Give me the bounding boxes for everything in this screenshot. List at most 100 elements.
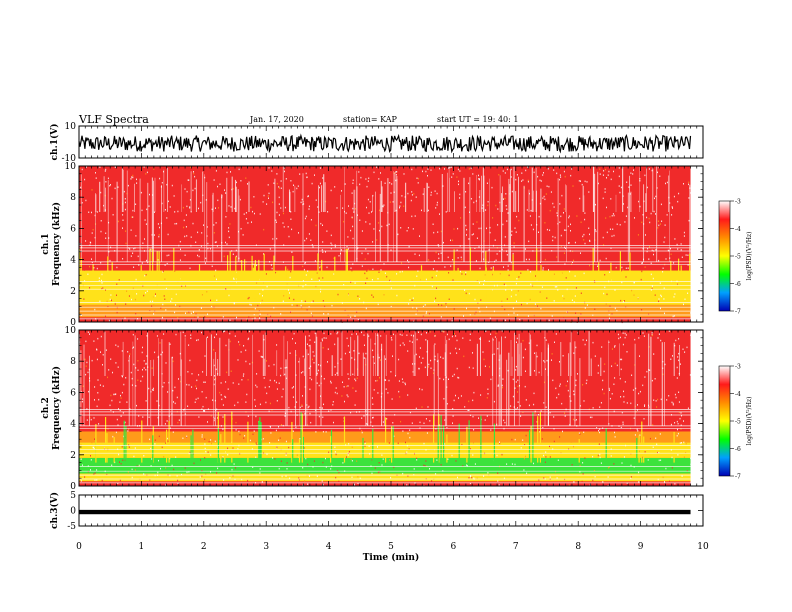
noise-dot: [163, 456, 165, 458]
noise-dot: [371, 294, 373, 296]
noise-dot: [497, 480, 499, 482]
noise-dot: [610, 455, 612, 457]
noise-dot: [269, 442, 271, 444]
colorbar-label: log(PSD)(V²/Hz): [746, 397, 753, 446]
noise-dot: [498, 174, 500, 176]
noise-dot: [506, 254, 508, 256]
noise-dot: [502, 378, 504, 380]
y-tick-label: 2: [70, 287, 76, 297]
noise-dot: [456, 339, 458, 342]
noise-dot: [341, 190, 342, 192]
noise-dot: [159, 226, 160, 229]
noise-dot: [142, 369, 143, 371]
y-tick-label: 0: [70, 318, 76, 328]
noise-dot: [548, 319, 550, 322]
noise-dot: [438, 253, 440, 255]
x-tick-label: 2: [201, 542, 207, 552]
noise-dot: [361, 331, 362, 334]
noise-dot: [567, 225, 569, 228]
noise-dot: [185, 312, 186, 314]
noise-dot: [426, 311, 428, 313]
noise-dot: [583, 233, 585, 236]
noise-dot: [649, 369, 651, 371]
noise-dot: [273, 363, 275, 366]
noise-dot: [575, 379, 577, 382]
noise-dot: [581, 183, 583, 186]
noise-dot: [334, 391, 336, 394]
noise-dot: [204, 315, 206, 318]
x-tick-label: 6: [451, 542, 457, 552]
noise-dot: [611, 215, 613, 217]
y-axis-label: Frequency (kHz): [51, 366, 62, 450]
noise-dot: [328, 410, 330, 412]
plot-title: VLF Spectra: [79, 113, 149, 126]
noise-dot: [81, 202, 83, 204]
noise-dot: [346, 394, 348, 396]
noise-dot: [142, 285, 144, 287]
noise-dot: [240, 228, 242, 230]
noise-dot: [185, 226, 187, 228]
noise-dot: [479, 310, 481, 313]
noise-dot: [440, 252, 442, 254]
noise-dot: [282, 222, 284, 224]
noise-dot: [227, 447, 229, 449]
noise-dot: [630, 184, 632, 186]
noise-dot: [390, 192, 392, 194]
noise-dot: [305, 457, 307, 460]
noise-dot: [86, 361, 88, 364]
noise-dot: [671, 467, 673, 469]
noise-dot: [399, 333, 401, 336]
noise-dot: [283, 212, 284, 215]
noise-dot: [597, 364, 599, 367]
noise-dot: [146, 290, 148, 292]
noise-dot: [609, 317, 610, 320]
noise-dot: [201, 294, 203, 296]
noise-dot: [225, 344, 227, 347]
noise-dot: [571, 299, 573, 301]
noise-dot: [460, 256, 462, 259]
noise-dot: [395, 209, 397, 212]
noise-dot: [409, 340, 411, 342]
noise-dot: [441, 330, 443, 332]
noise-dot: [278, 187, 280, 189]
noise-dot: [274, 379, 276, 382]
noise-dot: [584, 457, 586, 459]
noise-dot: [668, 330, 670, 332]
noise-dot: [651, 332, 653, 334]
noise-dot: [273, 182, 275, 184]
noise-dot: [557, 459, 559, 461]
noise-dot: [687, 407, 689, 409]
noise-dot: [478, 196, 480, 198]
noise-dot: [658, 224, 660, 227]
noise-dot: [101, 279, 102, 282]
noise-dot: [130, 255, 132, 257]
noise-dot: [418, 367, 420, 370]
noise-dot: [637, 234, 639, 236]
noise-dot: [422, 357, 424, 359]
noise-dot: [100, 191, 102, 194]
noise-dot: [552, 202, 554, 205]
noise-dot: [250, 304, 252, 306]
noise-dot: [213, 383, 215, 386]
noise-dot: [469, 333, 471, 335]
noise-dot: [197, 254, 198, 257]
noise-dot: [660, 398, 662, 401]
noise-dot: [605, 168, 606, 171]
noise-dot: [102, 287, 104, 289]
noise-dot: [455, 347, 457, 350]
noise-dot: [384, 272, 386, 274]
noise-dot: [141, 351, 143, 354]
noise-dot: [651, 249, 653, 252]
noise-dot: [314, 260, 316, 262]
noise-dot: [440, 356, 442, 358]
noise-dot: [195, 313, 197, 315]
noise-dot: [634, 217, 635, 219]
noise-dot: [430, 367, 432, 369]
noise-dot: [490, 333, 492, 335]
noise-dot: [501, 305, 503, 308]
noise-dot: [646, 216, 648, 219]
noise-dot: [525, 258, 527, 261]
noise-dot: [240, 180, 242, 182]
noise-dot: [443, 241, 444, 244]
